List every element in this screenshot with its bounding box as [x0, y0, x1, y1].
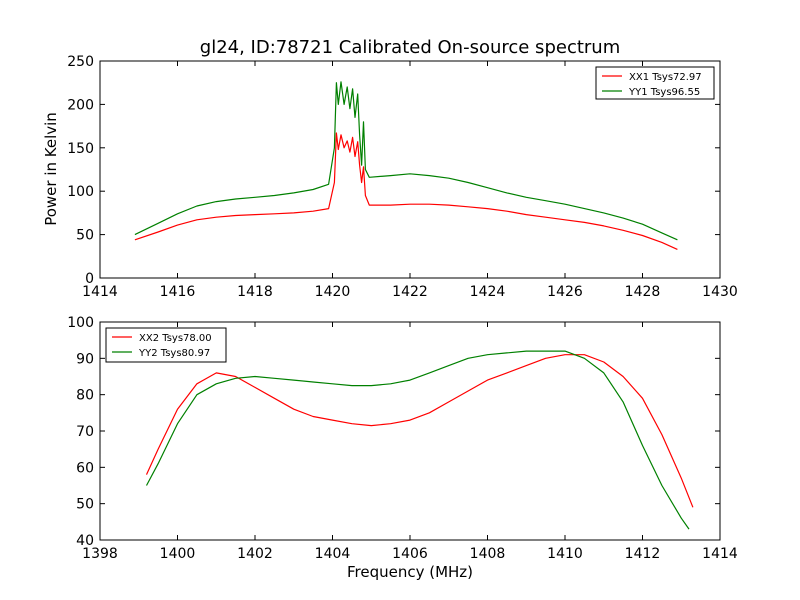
y-tick-label-1-2: 60 — [76, 460, 94, 476]
x-tick-label-1-7: 1412 — [625, 546, 661, 562]
legend-label-1-0: XX2 Tsys78.00 — [139, 333, 212, 344]
x-tick-label-1-1: 1400 — [160, 546, 196, 562]
x-tick-label-1-6: 1410 — [547, 546, 583, 562]
chart-title: gl24, ID:78721 Calibrated On-source spec… — [200, 37, 620, 58]
x-tick-label-1-2: 1402 — [237, 546, 273, 562]
legend-label-0-0: XX1 Tsys72.97 — [629, 72, 702, 83]
y-tick-label-1-4: 80 — [76, 388, 94, 404]
series-line-0-0 — [134, 132, 678, 250]
y-tick-label-1-0: 40 — [76, 533, 94, 549]
x-tick-label-0-4: 1422 — [392, 284, 428, 300]
x-tick-label-0-8: 1430 — [702, 284, 738, 300]
series-line-1-0 — [145, 354, 694, 508]
y-tick-label-0-3: 150 — [67, 141, 94, 157]
x-tick-label-0-3: 1420 — [315, 284, 351, 300]
x-tick-label-1-4: 1406 — [392, 546, 428, 562]
x-tick-label-1-0: 1398 — [82, 546, 118, 562]
x-tick-label-0-7: 1428 — [625, 284, 661, 300]
y-tick-label-1-3: 70 — [76, 424, 94, 440]
top-y-axis-label: Power in Kelvin — [42, 112, 60, 226]
top-panel: 1414 1416 1418 1420 1422 1424 1426 1428 1430 0 50 1… — [67, 54, 738, 300]
legend-label-1-1: YY2 Tsys80.97 — [138, 348, 210, 359]
x-tick-label-1-8: 1414 — [702, 546, 738, 562]
series-line-0-1 — [134, 81, 678, 241]
series-line-1-1 — [145, 350, 690, 530]
y-tick-label-1-1: 50 — [76, 497, 94, 513]
y-tick-label-0-1: 50 — [76, 228, 94, 244]
x-tick-label-1-5: 1408 — [470, 546, 506, 562]
x-tick-label-0-2: 1418 — [237, 284, 273, 300]
y-tick-label-0-2: 100 — [67, 184, 94, 200]
bottom-panel: 1398 1400 1402 1404 1406 1408 1410 1412 1414 40 50… — [67, 315, 738, 562]
x-tick-label-0-6: 1426 — [547, 284, 583, 300]
legend-box-1 — [105, 327, 227, 363]
legend-label-0-1: YY1 Tsys96.55 — [628, 87, 700, 98]
y-tick-label-0-4: 200 — [67, 97, 94, 113]
y-tick-label-1-5: 90 — [76, 351, 94, 367]
y-tick-label-0-5: 250 — [67, 54, 94, 70]
x-tick-label-1-3: 1404 — [315, 546, 351, 562]
bottom-x-axis-label: Frequency (MHz) — [347, 563, 473, 581]
x-tick-label-0-0: 1414 — [82, 284, 118, 300]
x-tick-label-0-5: 1424 — [470, 284, 506, 300]
legend-box-0 — [595, 66, 715, 100]
y-tick-label-1-6: 100 — [67, 315, 94, 331]
x-tick-label-0-1: 1416 — [160, 284, 196, 300]
y-tick-label-0-0: 0 — [85, 271, 94, 287]
